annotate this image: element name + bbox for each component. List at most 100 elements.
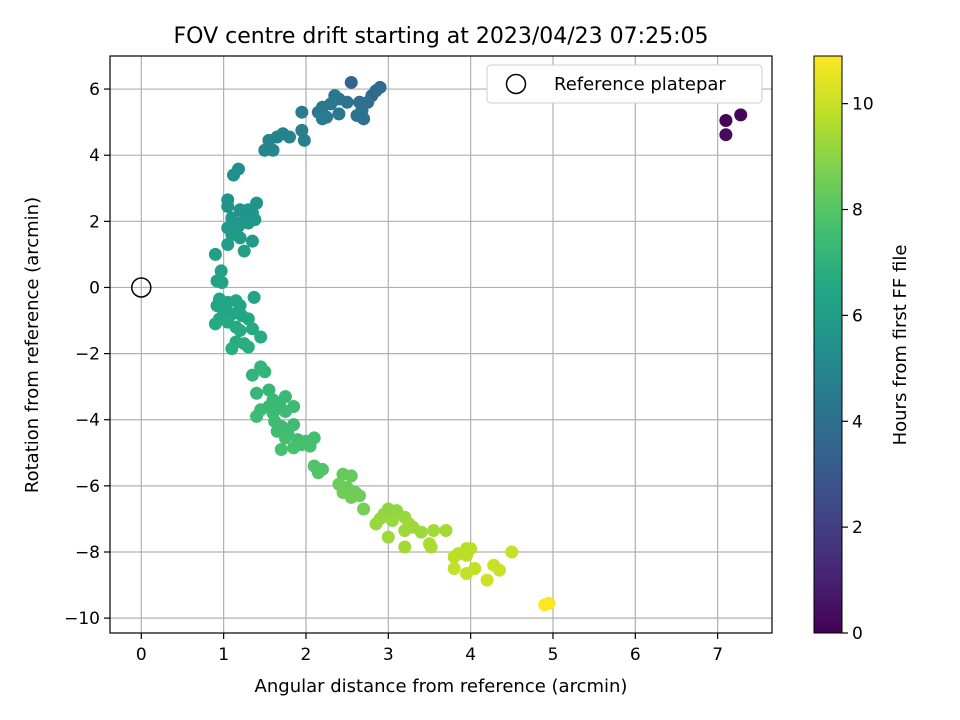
data-point xyxy=(369,517,383,531)
colorbar-tick-label: 8 xyxy=(852,201,863,221)
x-ticks: 0 1 2 3 4 5 6 7 xyxy=(136,633,723,665)
data-point xyxy=(247,290,261,304)
data-point xyxy=(719,113,733,127)
data-point xyxy=(447,550,461,564)
data-point xyxy=(262,383,276,397)
y-tick-label: 2 xyxy=(89,212,100,232)
data-point xyxy=(344,75,358,89)
x-tick-label: 3 xyxy=(383,645,394,665)
data-point xyxy=(297,133,311,147)
x-tick-label: 0 xyxy=(136,645,147,665)
data-point xyxy=(424,540,438,554)
x-tick-label: 7 xyxy=(712,645,723,665)
data-point xyxy=(214,264,228,278)
data-point xyxy=(258,365,272,379)
data-point xyxy=(734,108,748,122)
x-tick-label: 1 xyxy=(218,645,229,665)
data-point xyxy=(315,462,329,476)
data-point xyxy=(381,530,395,544)
y-tick-label: −2 xyxy=(75,345,100,365)
data-point xyxy=(447,562,461,576)
data-point xyxy=(468,562,482,576)
data-point xyxy=(227,168,241,182)
data-point xyxy=(250,409,264,423)
data-point xyxy=(332,107,346,121)
data-point xyxy=(208,247,222,261)
data-point xyxy=(414,525,428,539)
colorbar-tick-label: 4 xyxy=(852,412,863,432)
data-point xyxy=(398,523,412,537)
colorbar-tick-label: 10 xyxy=(852,95,874,115)
data-point xyxy=(245,368,259,382)
data-point xyxy=(245,322,259,336)
data-point xyxy=(344,490,358,504)
data-point xyxy=(241,203,255,217)
data-point xyxy=(221,237,235,251)
grid-lines xyxy=(110,56,772,633)
data-point xyxy=(398,540,412,554)
y-ticks: −10 −8 −6 −4 −2 0 2 4 6 xyxy=(64,80,110,629)
data-point xyxy=(295,105,309,119)
data-point xyxy=(315,112,329,126)
data-point xyxy=(233,231,247,245)
data-point xyxy=(241,312,255,326)
data-point xyxy=(215,276,229,290)
data-point xyxy=(221,199,235,213)
data-point xyxy=(258,143,272,157)
x-axis-label: Angular distance from reference (arcmin) xyxy=(255,676,628,697)
data-point xyxy=(480,573,494,587)
data-point xyxy=(274,442,288,456)
colorbar-gradient xyxy=(813,55,843,634)
x-tick-label: 6 xyxy=(630,645,641,665)
data-point xyxy=(245,234,259,248)
x-tick-label: 5 xyxy=(548,645,559,665)
y-tick-label: −4 xyxy=(75,411,100,431)
data-point xyxy=(233,323,247,337)
legend-label: Reference platepar xyxy=(554,74,726,95)
y-tick-label: −8 xyxy=(75,543,100,563)
data-point xyxy=(295,438,309,452)
legend-marker-icon xyxy=(505,73,527,95)
data-point xyxy=(385,514,399,528)
colorbar-tick-label: 0 xyxy=(852,624,863,644)
data-point xyxy=(505,545,519,559)
y-tick-label: −10 xyxy=(64,609,100,629)
legend: Reference platepar xyxy=(486,64,763,104)
data-point xyxy=(427,523,441,537)
legend-box xyxy=(486,64,763,104)
colorbar-label: Hours from first FF file xyxy=(890,245,911,446)
data-point xyxy=(208,317,222,331)
data-point xyxy=(344,469,358,483)
y-tick-label: 4 xyxy=(89,146,100,166)
data-point xyxy=(492,563,506,577)
data-point xyxy=(278,404,292,418)
data-point xyxy=(295,123,309,137)
y-tick-label: 0 xyxy=(89,278,100,298)
data-point xyxy=(241,340,255,354)
data-point xyxy=(357,502,371,516)
data-point xyxy=(233,299,247,313)
data-points xyxy=(208,75,748,612)
x-tick-label: 2 xyxy=(301,645,312,665)
data-point xyxy=(250,386,264,400)
data-point xyxy=(262,133,276,147)
data-point xyxy=(237,244,251,258)
colorbar-tick-label: 6 xyxy=(852,306,863,326)
y-tick-label: 6 xyxy=(89,80,100,100)
data-point xyxy=(357,112,371,126)
plot-frame xyxy=(109,55,773,634)
data-point xyxy=(241,216,255,230)
data-point xyxy=(460,548,474,562)
data-point xyxy=(439,523,453,537)
data-point xyxy=(254,330,268,344)
colorbar: 0 2 4 6 8 10 Hours from first FF file xyxy=(813,55,911,644)
data-point xyxy=(225,342,239,356)
data-point xyxy=(719,128,733,142)
y-tick-label: −6 xyxy=(75,477,100,497)
reference-platepar-marker xyxy=(131,277,152,298)
chart-title: FOV centre drift starting at 2023/04/23 … xyxy=(174,24,709,49)
data-point xyxy=(278,431,292,445)
data-point xyxy=(538,598,552,612)
colorbar-ticks: 0 2 4 6 8 10 xyxy=(842,95,874,644)
